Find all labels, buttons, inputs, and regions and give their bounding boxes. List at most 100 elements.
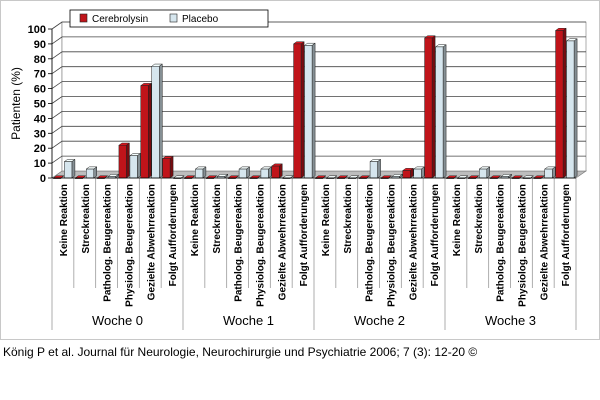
bar-side — [235, 175, 239, 179]
bar-side — [159, 63, 163, 179]
x-tick-label: Folgt Aufforderungen — [430, 184, 441, 286]
bar-placebo — [150, 63, 164, 179]
gridline — [51, 140, 586, 149]
bar-side — [290, 175, 294, 179]
y-tick-label: 40 — [34, 113, 46, 125]
bar-cerebrolysin — [270, 163, 284, 179]
bar-cerebrolysin — [423, 35, 436, 179]
bar-front — [129, 155, 138, 179]
bar-side — [519, 175, 523, 179]
bar-side — [93, 166, 97, 179]
bar-side — [137, 152, 141, 179]
x-tick-label: Keine Reaktion — [452, 184, 463, 256]
x-tick-label: Streckreaktion — [81, 184, 92, 253]
gridline — [51, 36, 586, 45]
bar-side — [431, 35, 436, 179]
bar-side — [355, 175, 359, 179]
y-tick-label: 50 — [34, 99, 46, 111]
x-tick-label: Folgt Aufforderungen — [561, 184, 572, 286]
x-tick-label: Patholog. Beugereaktion — [103, 184, 114, 302]
bar-placebo — [391, 173, 404, 179]
x-tick-label: Keine Reaktion — [59, 184, 70, 256]
x-tick-label: Gezielte Abwehrreaktion — [277, 184, 288, 300]
group-label: Woche 1 — [223, 313, 274, 328]
bar-front — [238, 168, 247, 179]
bar-side — [202, 166, 207, 179]
x-tick-label: Folgt Aufforderungen — [168, 184, 179, 286]
bar-cerebrolysin — [139, 82, 153, 179]
bar-front — [151, 66, 160, 179]
bar-placebo — [238, 166, 251, 179]
gridline — [51, 66, 586, 75]
bar-placebo — [412, 166, 426, 179]
bar-cerebrolysin — [118, 142, 131, 179]
bar-placebo — [543, 166, 557, 179]
gridline — [51, 96, 586, 104]
bar-placebo — [303, 42, 316, 179]
bar-side — [104, 175, 108, 179]
gridline — [51, 155, 586, 164]
x-tick-label: Physiolog. Beugereaktion — [255, 184, 266, 307]
bar-side — [421, 166, 425, 179]
x-tick-label: Patholog. Beugereaktion — [496, 184, 507, 302]
x-tick-label: Patholog. Beugereaktion — [365, 184, 376, 302]
bar-placebo — [478, 166, 491, 179]
bar-side — [126, 142, 130, 179]
y-tick-label: 0 — [40, 173, 46, 185]
bar-side — [311, 42, 316, 179]
y-tick-label: 100 — [28, 24, 46, 36]
bar-side — [180, 175, 185, 179]
x-tick-label: Streckreaktion — [343, 184, 354, 253]
bar-side — [453, 175, 458, 179]
bar-front — [402, 170, 411, 179]
bar-front — [64, 161, 73, 179]
bar-side — [486, 166, 490, 179]
bar-front — [162, 158, 171, 179]
bar-front — [86, 168, 94, 179]
bar-placebo — [194, 166, 207, 179]
bar-front — [140, 85, 149, 179]
x-tick-label: Patholog. Beugereaktion — [234, 184, 245, 302]
bar-front — [260, 168, 269, 179]
bar-side — [464, 175, 469, 179]
group-label: Woche 3 — [485, 313, 536, 328]
bar-placebo — [107, 173, 120, 179]
x-tick-label: Gezielte Abwehrreaktion — [408, 184, 419, 300]
bar-side — [530, 175, 534, 179]
group-label: Woche 0 — [92, 313, 143, 328]
chart-frame: 0 10 20 30 40 50 60 70 80 90 100 Patienten (%) Keine… — [0, 0, 600, 340]
gridline — [51, 111, 586, 119]
bar-cerebrolysin — [292, 41, 305, 179]
bar-side — [333, 175, 338, 179]
bar-side — [279, 163, 283, 179]
bar-front — [566, 40, 575, 179]
bar-front — [118, 144, 127, 179]
bar-front — [271, 165, 280, 179]
bar-front — [479, 168, 487, 179]
bar-side — [562, 27, 567, 179]
bar-placebo — [260, 166, 273, 179]
bar-cerebrolysin — [554, 27, 567, 179]
y-tick-label: 90 — [34, 39, 46, 51]
y-tick-label: 60 — [34, 84, 46, 96]
gridline — [51, 51, 586, 60]
bar-side — [366, 175, 370, 179]
legend-swatch — [79, 13, 88, 23]
gridline — [51, 21, 586, 30]
citation: König P et al. Journal für Neurologie, N… — [3, 345, 478, 359]
bar-placebo — [63, 158, 76, 179]
y-tick-label: 80 — [34, 54, 46, 66]
group-label: Woche 2 — [354, 313, 405, 328]
x-tick-label: Streckreaktion — [474, 184, 485, 253]
bar-side — [71, 158, 76, 179]
bar-side — [442, 44, 447, 179]
legend: Cerebrolysin Placebo — [69, 9, 269, 28]
x-tick-label: Folgt Aufforderungen — [299, 184, 310, 286]
y-tick-label: 10 — [34, 158, 46, 170]
bar-placebo — [565, 38, 578, 179]
y-tick-label: 20 — [34, 143, 46, 155]
y-axis-label: Patienten (%) — [9, 67, 23, 140]
x-tick-label: Streckreaktion — [212, 184, 223, 253]
chart: 0 10 20 30 40 50 60 70 80 90 100 Patienten (%) Keine… — [0, 0, 600, 340]
bar-front — [195, 168, 204, 179]
